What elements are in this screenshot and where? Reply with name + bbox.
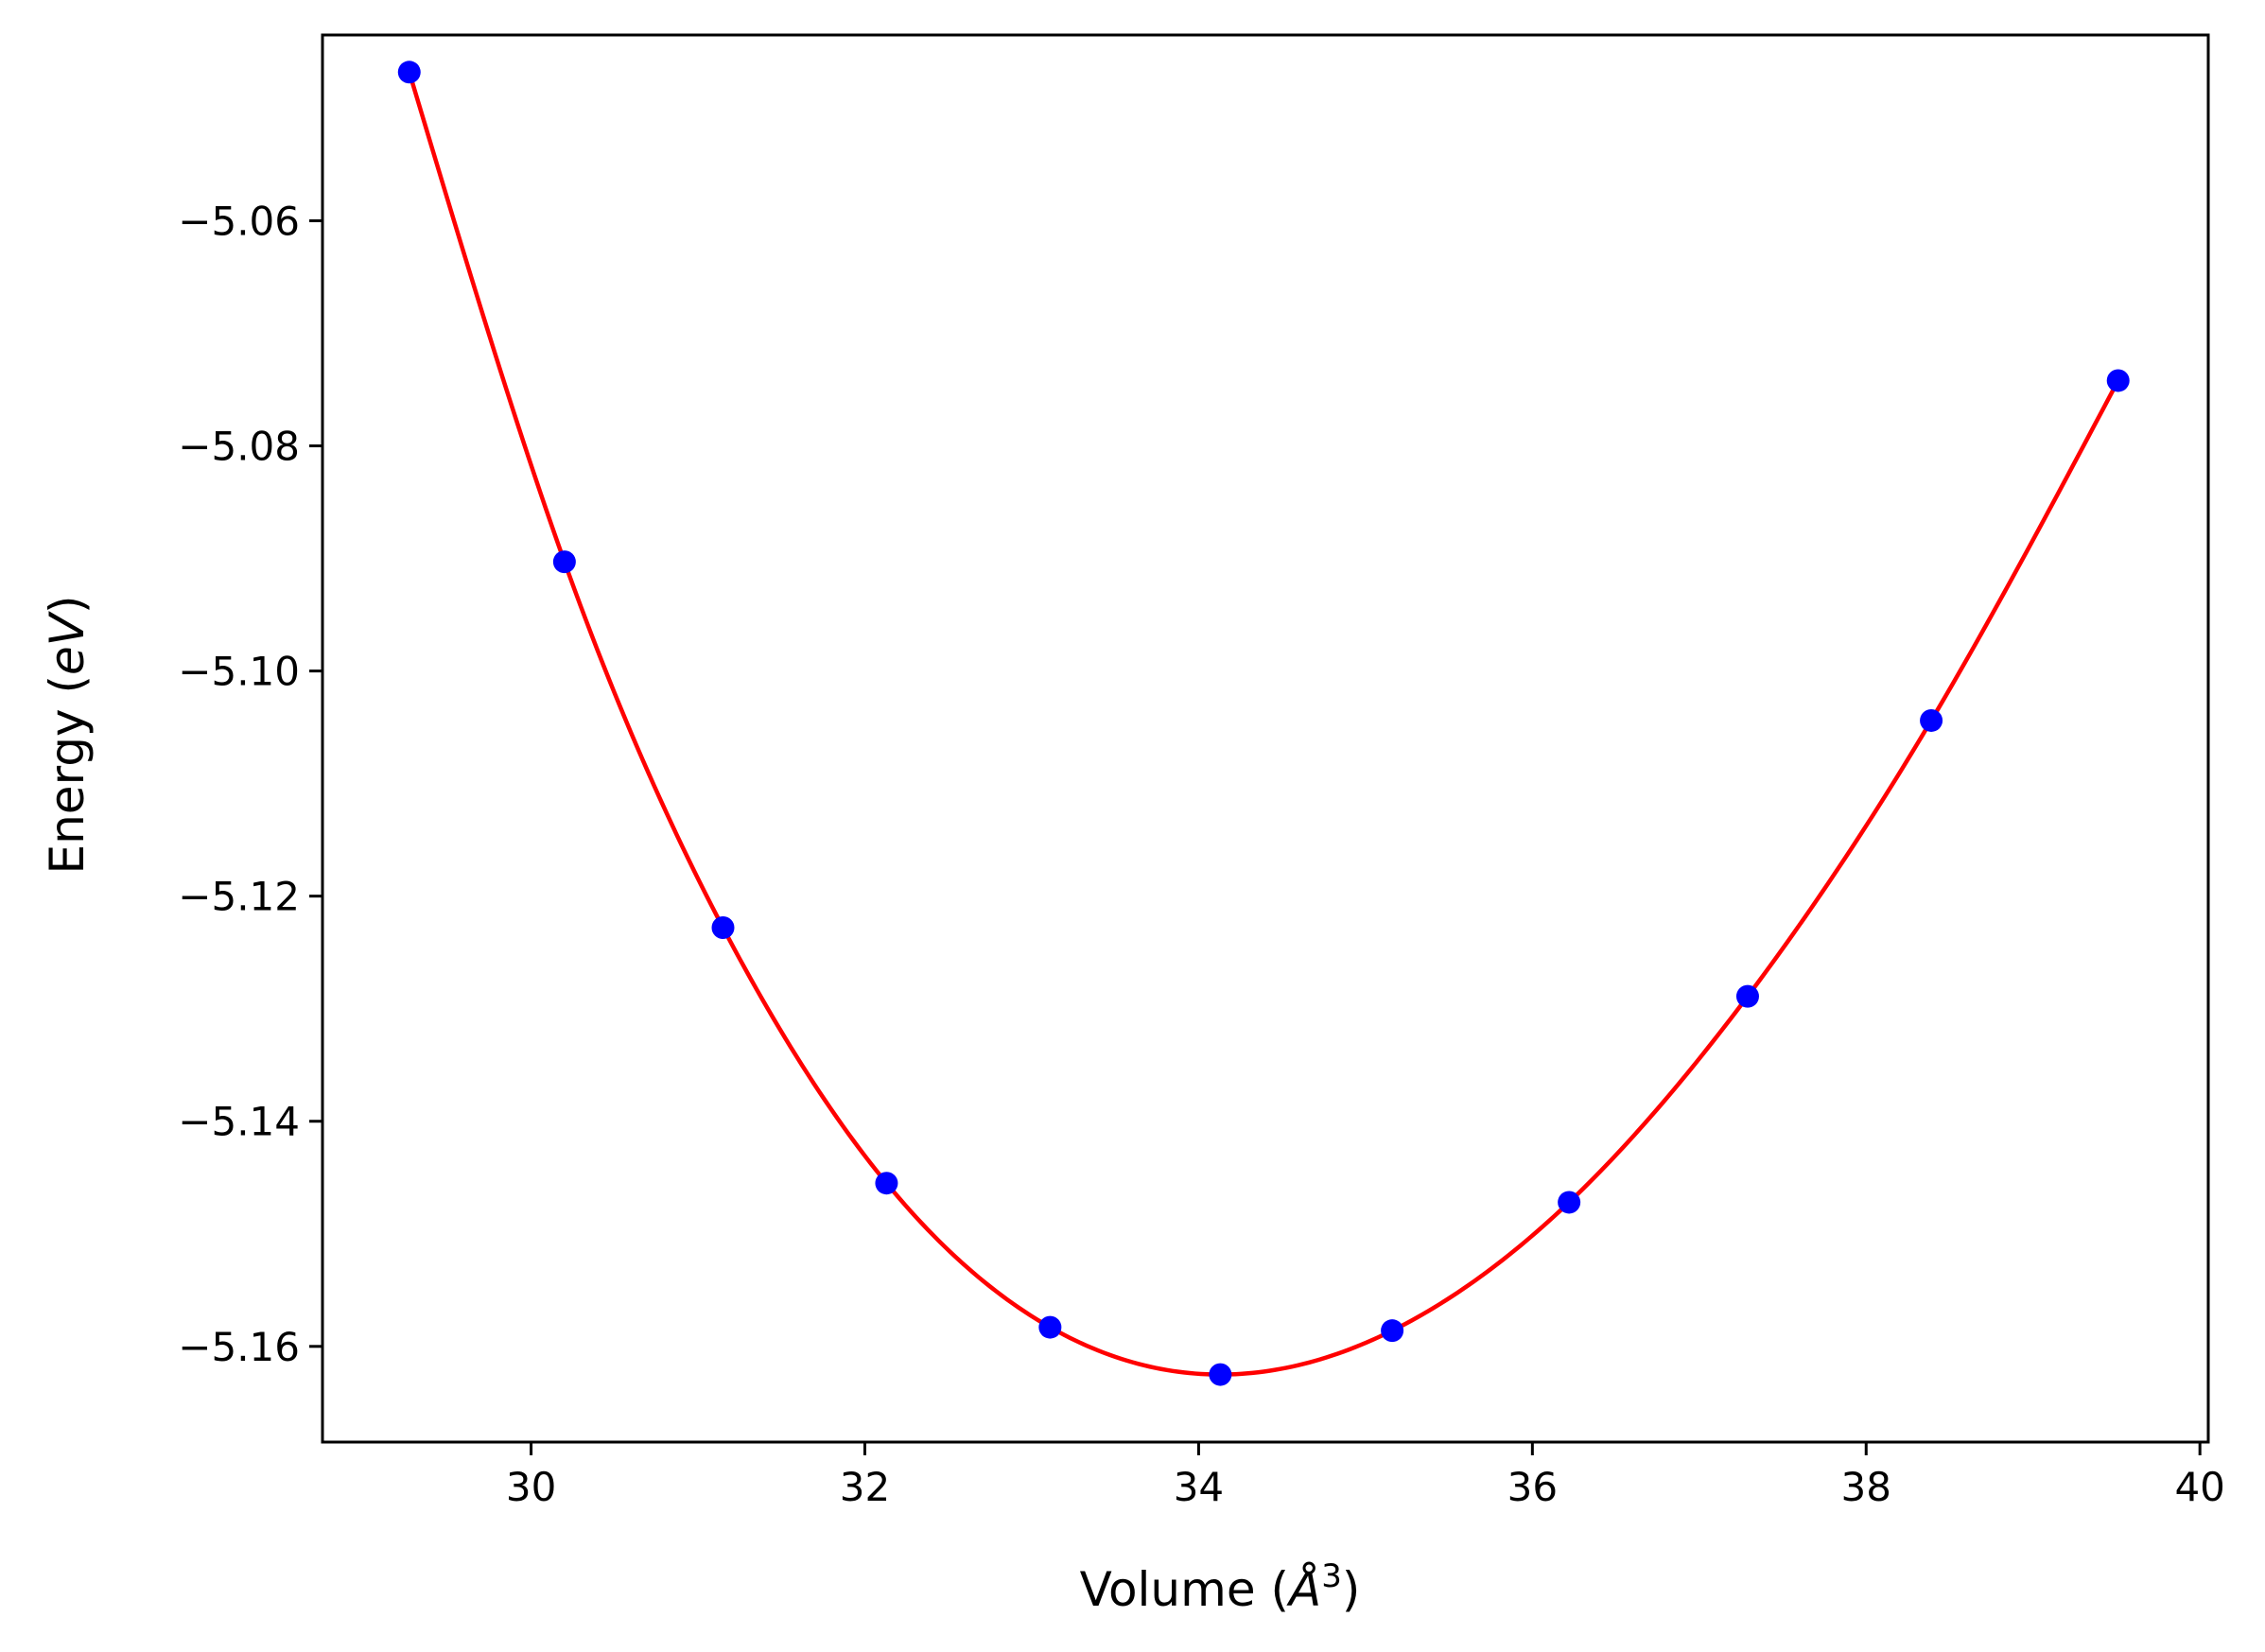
y-tick-label: −5.14 <box>178 1099 300 1145</box>
fit-curve-layer <box>407 71 2120 1377</box>
data-point <box>1735 984 1759 1008</box>
data-point <box>1558 1191 1581 1214</box>
data-point <box>875 1172 898 1195</box>
data-point <box>1038 1315 1062 1339</box>
y-axis: −5.06 −5.08 −5.10 −5.12 −5.14 −5.16 <box>178 198 322 1370</box>
y-tick-label: −5.10 <box>178 649 300 695</box>
y-tick-label: −5.06 <box>178 198 300 244</box>
x-axis-label: Volume (Å3) <box>1080 1557 1361 1617</box>
x-tick-label: 30 <box>506 1464 556 1510</box>
plot-area <box>397 61 2130 1386</box>
y-tick-label: −5.16 <box>178 1324 300 1370</box>
data-point <box>397 61 421 84</box>
data-point <box>552 550 576 574</box>
x-tick-label: 34 <box>1174 1464 1224 1510</box>
x-tick-label: 32 <box>840 1464 890 1510</box>
y-tick-label: −5.12 <box>178 874 300 920</box>
data-points-layer <box>397 61 2130 1386</box>
plot-frame <box>321 33 2210 1444</box>
y-axis-label: Energy (eV) <box>40 596 95 875</box>
y-tick-label: −5.08 <box>178 423 300 469</box>
x-tick-label: 38 <box>1841 1464 1891 1510</box>
data-point <box>1920 708 1943 732</box>
x-axis: 30 32 34 36 38 40 <box>506 1442 2225 1510</box>
fit-curve-line <box>407 71 2120 1377</box>
data-point <box>1381 1319 1404 1343</box>
data-point <box>711 915 735 939</box>
data-point <box>1209 1363 1232 1386</box>
data-point <box>2106 369 2130 392</box>
x-tick-label: 40 <box>2174 1464 2224 1510</box>
x-tick-label: 36 <box>1507 1464 1558 1510</box>
